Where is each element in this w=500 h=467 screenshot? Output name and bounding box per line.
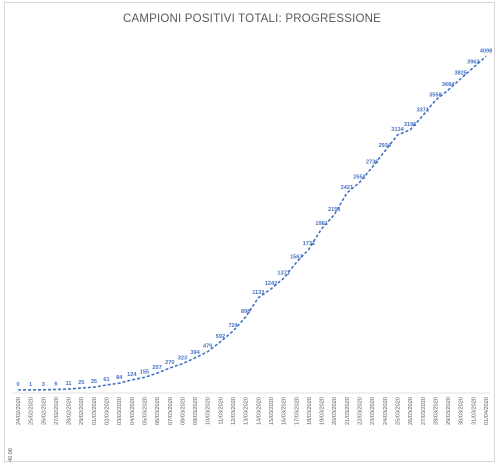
data-label: 1981 xyxy=(315,221,327,227)
x-tick-label: 11/03/2020 xyxy=(218,397,224,425)
data-label: 592 xyxy=(216,334,225,340)
data-label: 2153 xyxy=(328,207,340,213)
data-label: 2934 xyxy=(379,143,392,149)
data-label: 2736 xyxy=(366,159,378,165)
x-tick-label: 17/03/2020 xyxy=(294,397,300,425)
data-label: 323 xyxy=(178,356,187,362)
x-axis: 24/02/2020 25/02/2020 26/02/2020 27/02/2020… xyxy=(8,392,490,462)
x-tick-label: 28/02/2020 xyxy=(67,397,73,425)
x-tick-label: 23/03/2020 xyxy=(370,397,376,425)
data-label: 155 xyxy=(140,369,149,375)
data-label: 270 xyxy=(165,360,174,366)
data-label: 3196 xyxy=(404,122,416,128)
data-label: 61 xyxy=(103,377,109,383)
x-tick-label: 04/03/2020 xyxy=(130,397,136,425)
data-label: 2421 xyxy=(341,185,353,191)
series-line xyxy=(17,55,487,391)
x-tick-label: 01/03/2020 xyxy=(92,397,98,425)
series-layer xyxy=(17,55,487,391)
x-tick-label: 26/02/2020 xyxy=(41,397,47,425)
x-tick-label: 29/02/2020 xyxy=(79,397,85,425)
x-tick-label: 30/03/2020 xyxy=(459,397,465,425)
data-label: 35 xyxy=(91,379,97,385)
x-tick-label: 16/03/2020 xyxy=(282,397,288,425)
data-label: 11 xyxy=(66,381,72,387)
x-tick-label: 26/03/2020 xyxy=(408,397,414,425)
chart-title: CAMPIONI POSITIVI TOTALI: PROGRESSIONE xyxy=(123,13,381,25)
x-tick-label: 07/03/2020 xyxy=(168,397,174,425)
x-tick-label: 29/03/2020 xyxy=(446,397,452,425)
data-label: 3825 xyxy=(454,71,466,77)
data-label: 3558 xyxy=(429,92,441,98)
x-tick-label: 25/03/2020 xyxy=(396,397,402,425)
x-tick-label: 15/03/2020 xyxy=(269,397,275,425)
data-label: 3684 xyxy=(442,82,455,88)
data-label: 4098 xyxy=(480,48,492,54)
x-tick-label: 09/03/2020 xyxy=(193,397,199,425)
data-label: 0 xyxy=(16,382,19,388)
x-tick-label: 03/03/2020 xyxy=(117,397,123,425)
data-label: 124 xyxy=(127,372,137,378)
x-tick-label: 24/02/2020 xyxy=(16,397,22,425)
x-tick-label: 31/03/2020 xyxy=(471,397,477,425)
data-label: 25 xyxy=(78,380,84,386)
data-label: 3962 xyxy=(467,60,479,66)
data-label: 1567 xyxy=(290,255,302,261)
data-label: 2551 xyxy=(353,174,365,180)
x-tick-label: 20/03/2020 xyxy=(332,397,338,425)
x-tick-label: 05/03/2020 xyxy=(143,397,149,425)
x-tick-label: 12/03/2020 xyxy=(231,397,237,425)
data-label: 470 xyxy=(203,344,212,350)
x-tick-label-partial: 40 06 xyxy=(8,448,14,462)
x-tick-label: 13/03/2020 xyxy=(244,397,250,425)
x-tick-label: 06/03/2020 xyxy=(155,397,161,425)
x-tick-label: 14/03/2020 xyxy=(256,397,262,425)
data-label: 724 xyxy=(228,323,238,329)
x-tick-label: 22/03/2020 xyxy=(358,397,364,425)
chart-frame xyxy=(4,2,495,462)
data-label: 3 xyxy=(42,382,45,388)
data-label: 1371 xyxy=(277,270,289,276)
x-tick-label: 19/03/2020 xyxy=(320,397,326,425)
data-label: 207 xyxy=(152,365,161,371)
data-label: 1133 xyxy=(252,290,264,296)
x-tick-label: 01/04/2020 xyxy=(484,397,490,425)
data-label: 3134 xyxy=(391,127,404,133)
x-tick-label: 28/03/2020 xyxy=(433,397,439,425)
data-label: 1242 xyxy=(265,281,277,287)
x-tick-label: 25/02/2020 xyxy=(29,397,35,425)
data-label: 898 xyxy=(241,309,250,315)
x-tick-label: 24/03/2020 xyxy=(383,397,389,425)
data-label: 6 xyxy=(54,382,57,388)
data-label: 394 xyxy=(190,350,200,356)
data-label: 1731 xyxy=(303,241,315,247)
x-tick-label: 27/02/2020 xyxy=(54,397,60,425)
x-tick-label: 21/03/2020 xyxy=(345,397,351,425)
x-tick-label: 27/03/2020 xyxy=(421,397,427,425)
x-tick-label: 10/03/2020 xyxy=(206,397,212,425)
x-tick-label: 08/03/2020 xyxy=(180,397,186,425)
x-tick-label: 18/03/2020 xyxy=(307,397,313,425)
x-tick-label: 02/03/2020 xyxy=(105,397,111,425)
data-label: 3371 xyxy=(417,108,429,114)
data-label: 1 xyxy=(29,382,32,388)
data-label: 84 xyxy=(116,375,123,381)
